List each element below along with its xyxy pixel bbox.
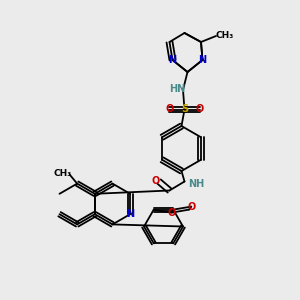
Text: HN: HN	[169, 83, 185, 94]
Text: N: N	[198, 55, 207, 65]
Text: O: O	[187, 202, 195, 212]
Text: NH: NH	[188, 179, 205, 189]
Text: CH₃: CH₃	[216, 32, 234, 40]
Text: O: O	[152, 176, 160, 187]
Text: N: N	[168, 55, 177, 65]
Text: CH₃: CH₃	[53, 169, 71, 178]
Text: S: S	[181, 104, 188, 115]
Text: O: O	[168, 208, 176, 218]
Text: O: O	[165, 104, 174, 115]
Text: N: N	[126, 209, 134, 219]
Text: O: O	[195, 104, 204, 115]
